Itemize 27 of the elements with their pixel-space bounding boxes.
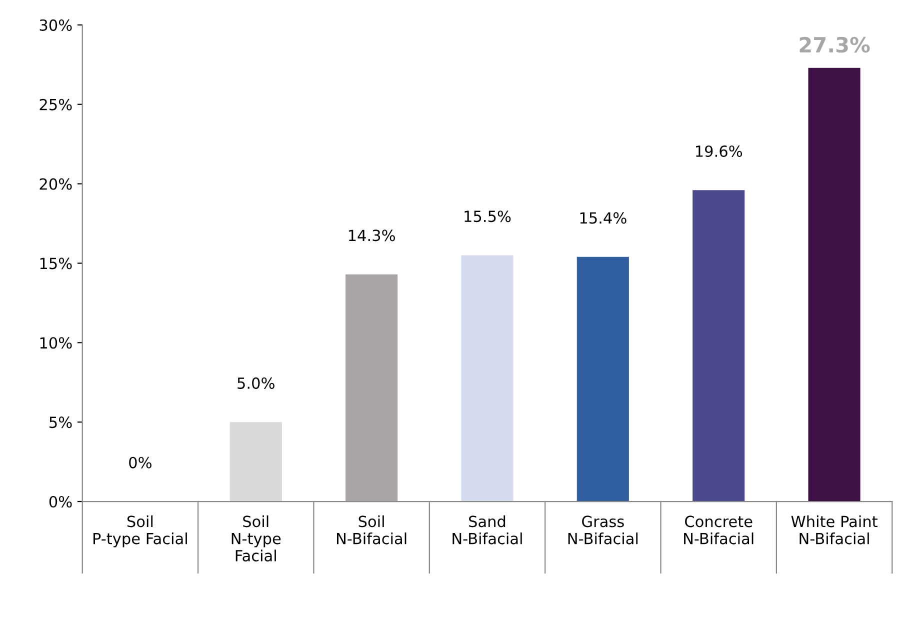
data-label: 5.0% xyxy=(238,377,274,389)
x-tick-label: Sand N-Bifacial xyxy=(452,515,522,544)
y-tick-label: 0% xyxy=(49,496,72,508)
y-tick-label: 20% xyxy=(40,178,72,190)
bar xyxy=(692,190,745,502)
bar xyxy=(346,274,398,502)
x-tick-label: Soil P-type Facial xyxy=(94,515,187,548)
x-tick-label: Concrete N-Bifacial xyxy=(684,516,754,544)
x-tick-label: Soil N-type Facial xyxy=(232,515,281,562)
x-tick-label: Grass N-Bifacial xyxy=(568,516,638,544)
bar xyxy=(808,68,860,502)
y-tick-label: 10% xyxy=(40,337,72,349)
y-tick-label: 30% xyxy=(40,19,72,31)
y-tick-label: 5% xyxy=(50,416,72,428)
bar xyxy=(576,256,629,502)
data-label: 19.6% xyxy=(696,145,742,157)
x-tick-label: White Paint N-Bifacial xyxy=(791,515,878,544)
y-tick-label: 25% xyxy=(40,98,72,110)
data-label: 0% xyxy=(129,456,152,468)
data-label: 15.4% xyxy=(580,212,626,224)
data-label: 27.3% xyxy=(800,36,870,53)
bar xyxy=(230,422,282,502)
y-tick-label: 15% xyxy=(40,258,72,270)
data-label: 14.3% xyxy=(348,230,395,242)
x-tick-label: Soil N-Bifacial xyxy=(337,515,406,544)
data-label: 15.5% xyxy=(464,210,511,222)
bar xyxy=(461,255,514,502)
